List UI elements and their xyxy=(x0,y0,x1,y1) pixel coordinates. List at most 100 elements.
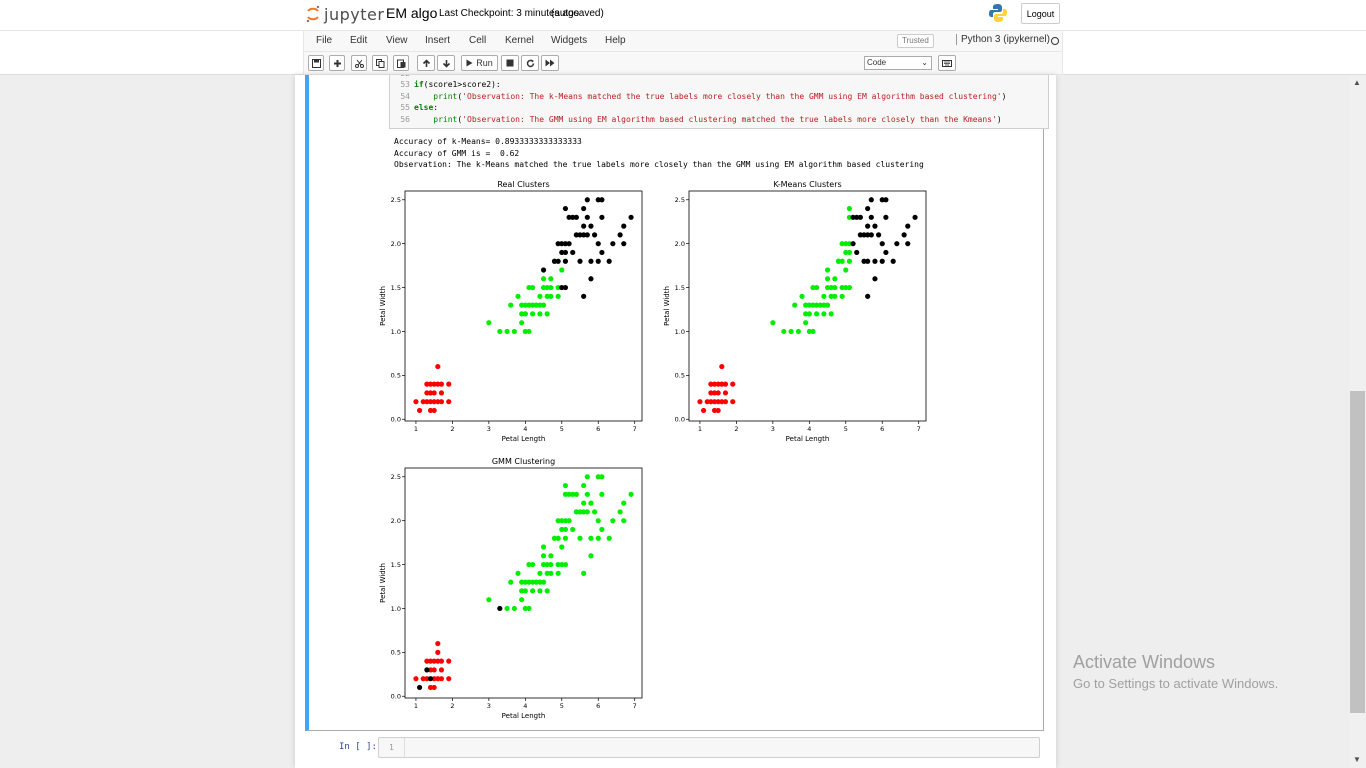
menu-insert[interactable]: Insert xyxy=(425,35,451,46)
data-point xyxy=(544,561,550,568)
data-point xyxy=(577,232,583,238)
data-point xyxy=(497,328,503,335)
menu-file[interactable]: File xyxy=(316,35,333,46)
move-up-button[interactable] xyxy=(417,55,435,71)
data-point xyxy=(522,328,528,335)
paste-button[interactable] xyxy=(393,55,409,71)
data-point xyxy=(599,197,605,203)
data-point xyxy=(810,328,816,335)
data-point xyxy=(540,579,547,585)
data-point xyxy=(865,258,871,264)
data-point xyxy=(599,491,605,497)
data-point xyxy=(843,241,849,247)
data-point xyxy=(722,390,729,396)
y-tick-label: 0.0 xyxy=(391,416,401,424)
run-button[interactable]: Run xyxy=(461,55,498,71)
jupyter-ring-icon xyxy=(306,5,320,23)
data-point xyxy=(857,214,863,220)
data-point xyxy=(846,241,853,247)
data-point xyxy=(413,399,419,405)
data-point xyxy=(821,293,827,299)
scrollbar-thumb[interactable] xyxy=(1350,391,1365,713)
run-label: Run xyxy=(476,58,493,68)
data-point xyxy=(861,232,867,238)
menu-widgets[interactable]: Widgets xyxy=(551,35,588,46)
code-line: 56 print('Observation: The GMM using EM … xyxy=(400,115,1002,124)
data-point xyxy=(537,579,543,585)
data-point xyxy=(832,276,838,282)
menu-cell[interactable]: Cell xyxy=(469,35,487,46)
data-point xyxy=(555,258,561,264)
data-point xyxy=(584,509,590,515)
cut-icon xyxy=(354,59,364,68)
data-point xyxy=(595,518,601,524)
menu-help[interactable]: Help xyxy=(605,35,626,46)
interrupt-button[interactable] xyxy=(501,55,519,71)
data-point xyxy=(562,482,569,489)
kmeans-clusters-plot: K-Means Clusters 1 2 3 4 5 6 7 0.0 0.5 1.0 1.5 2.0 2.… xyxy=(663,180,927,443)
run-icon xyxy=(466,59,473,67)
scroll-up-icon[interactable]: ▲ xyxy=(1353,78,1361,87)
cut-button[interactable] xyxy=(351,55,367,71)
command-palette-button[interactable] xyxy=(938,55,956,71)
notebook-name[interactable]: EM algo xyxy=(386,5,438,21)
cell-type-select[interactable]: Code ⌄ xyxy=(864,56,932,70)
y-axis-label: Petal Width xyxy=(663,286,671,326)
data-point xyxy=(548,561,554,568)
menu-view[interactable]: View xyxy=(386,35,408,46)
restart-button[interactable] xyxy=(521,55,539,71)
restart-run-all-button[interactable] xyxy=(541,55,559,71)
data-point xyxy=(533,302,539,308)
data-point xyxy=(584,214,590,220)
x-tick-label: 3 xyxy=(487,702,491,710)
kernel-name[interactable]: Python 3 (ipykernel) xyxy=(956,34,1050,45)
data-point xyxy=(850,241,856,247)
data-point xyxy=(700,407,707,414)
data-point xyxy=(537,302,543,308)
data-point xyxy=(431,381,437,387)
move-down-button[interactable] xyxy=(437,55,455,71)
data-point xyxy=(555,293,561,299)
y-axis-label: Petal Width xyxy=(379,563,387,603)
data-point xyxy=(824,276,831,282)
x-axis-label: Petal Length xyxy=(502,435,546,443)
empty-code-editor[interactable]: 1 xyxy=(378,737,1040,758)
logo-text: jupyter xyxy=(324,4,385,24)
page-scrollbar[interactable]: ▲ ▼ xyxy=(1349,75,1366,768)
logout-button[interactable]: Logout xyxy=(1021,3,1060,24)
data-point xyxy=(719,381,725,387)
menu-kernel[interactable]: Kernel xyxy=(505,35,534,46)
data-point xyxy=(832,284,838,291)
jupyter-logo[interactable]: jupyter xyxy=(306,3,384,25)
data-point xyxy=(427,667,434,673)
scroll-down-icon[interactable]: ▼ xyxy=(1353,755,1361,764)
data-point xyxy=(438,658,445,664)
data-point xyxy=(708,390,714,396)
data-point xyxy=(711,399,718,405)
copy-button[interactable] xyxy=(372,55,388,71)
save-button[interactable] xyxy=(308,55,324,71)
empty-code-cell[interactable]: In [ ]: 1 xyxy=(305,735,1044,761)
data-point xyxy=(795,328,801,335)
y-tick-label: 0.5 xyxy=(391,372,401,380)
data-point xyxy=(722,399,729,405)
data-point xyxy=(446,399,452,405)
data-point xyxy=(522,311,528,317)
data-point xyxy=(435,658,441,664)
data-point xyxy=(824,267,831,273)
menu-edit[interactable]: Edit xyxy=(350,35,368,46)
data-point xyxy=(497,605,503,612)
kernel-idle-icon xyxy=(1051,37,1059,45)
data-point xyxy=(814,302,820,308)
data-point xyxy=(868,232,874,238)
insert-cell-button[interactable] xyxy=(329,55,345,71)
data-point xyxy=(839,241,845,247)
trusted-indicator[interactable]: Trusted xyxy=(897,34,934,48)
data-point xyxy=(548,570,554,576)
data-point xyxy=(599,526,605,533)
data-point xyxy=(821,311,827,317)
data-point xyxy=(843,284,849,291)
data-point xyxy=(857,232,863,238)
